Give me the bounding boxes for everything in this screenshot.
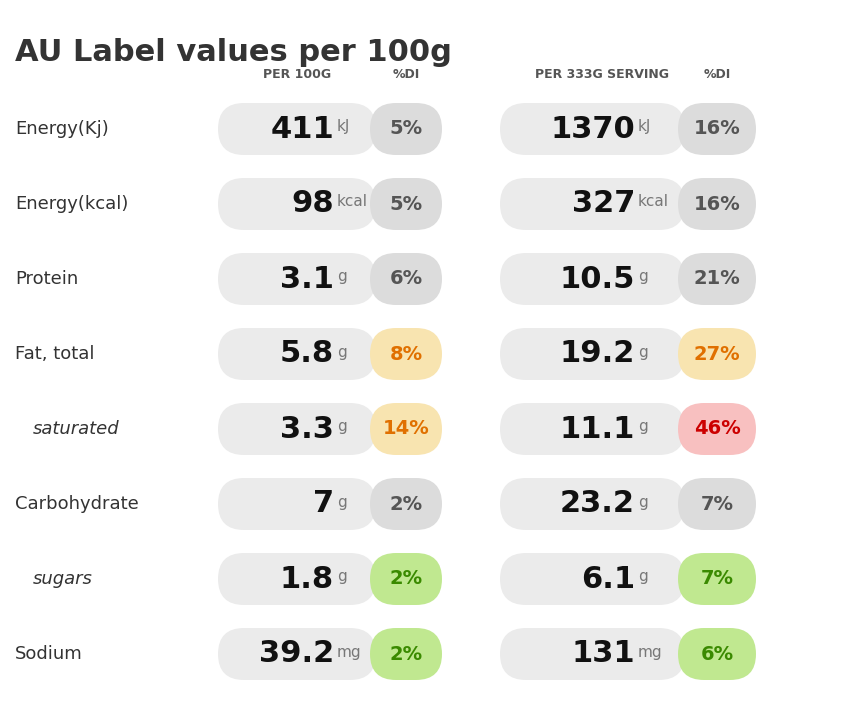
Text: g: g	[638, 420, 648, 435]
FancyBboxPatch shape	[500, 103, 685, 155]
Text: 411: 411	[270, 114, 334, 144]
FancyBboxPatch shape	[370, 103, 442, 155]
Text: 11.1: 11.1	[560, 415, 635, 443]
Text: 8%: 8%	[390, 344, 422, 363]
Text: 46%: 46%	[694, 420, 740, 438]
FancyBboxPatch shape	[218, 328, 376, 380]
Text: 5.8: 5.8	[280, 339, 334, 368]
Text: 6%: 6%	[701, 645, 734, 663]
Text: AU Label values per 100g: AU Label values per 100g	[15, 38, 452, 67]
Text: 7%: 7%	[701, 570, 734, 588]
Text: 98: 98	[291, 189, 334, 218]
Text: Energy(kcal): Energy(kcal)	[15, 195, 129, 213]
Text: %DI: %DI	[703, 69, 731, 81]
Text: 2%: 2%	[390, 495, 422, 513]
Text: g: g	[337, 344, 346, 360]
Text: 21%: 21%	[694, 269, 740, 288]
Text: 14%: 14%	[383, 420, 429, 438]
FancyBboxPatch shape	[370, 628, 442, 680]
FancyBboxPatch shape	[678, 553, 756, 605]
FancyBboxPatch shape	[370, 328, 442, 380]
Text: 7%: 7%	[701, 495, 734, 513]
Text: 1370: 1370	[550, 114, 635, 144]
Text: Carbohydrate: Carbohydrate	[15, 495, 139, 513]
FancyBboxPatch shape	[218, 553, 376, 605]
Text: g: g	[337, 269, 346, 284]
Text: g: g	[337, 570, 346, 585]
Text: 3.3: 3.3	[280, 415, 334, 443]
Text: mg: mg	[638, 645, 663, 660]
Text: Sodium: Sodium	[15, 645, 83, 663]
FancyBboxPatch shape	[678, 328, 756, 380]
Text: kJ: kJ	[638, 119, 651, 134]
Text: 131: 131	[571, 640, 635, 668]
FancyBboxPatch shape	[678, 253, 756, 305]
FancyBboxPatch shape	[218, 628, 376, 680]
Text: sugars: sugars	[33, 570, 92, 588]
Text: g: g	[638, 495, 648, 510]
FancyBboxPatch shape	[218, 178, 376, 230]
FancyBboxPatch shape	[500, 328, 685, 380]
Text: 1.8: 1.8	[280, 565, 334, 593]
Text: 16%: 16%	[694, 119, 740, 139]
FancyBboxPatch shape	[678, 103, 756, 155]
Text: Energy(Kj): Energy(Kj)	[15, 120, 109, 138]
Text: PER 100G: PER 100G	[263, 69, 331, 81]
Text: mg: mg	[337, 645, 362, 660]
Text: 10.5: 10.5	[560, 264, 635, 293]
Text: kJ: kJ	[337, 119, 351, 134]
FancyBboxPatch shape	[500, 178, 685, 230]
FancyBboxPatch shape	[218, 403, 376, 455]
FancyBboxPatch shape	[678, 178, 756, 230]
Text: 3.1: 3.1	[280, 264, 334, 293]
FancyBboxPatch shape	[370, 553, 442, 605]
Text: g: g	[337, 495, 346, 510]
Text: g: g	[638, 344, 648, 360]
FancyBboxPatch shape	[500, 628, 685, 680]
FancyBboxPatch shape	[678, 628, 756, 680]
FancyBboxPatch shape	[370, 178, 442, 230]
Text: saturated: saturated	[33, 420, 119, 438]
Text: 2%: 2%	[390, 645, 422, 663]
Text: %DI: %DI	[392, 69, 420, 81]
Text: 2%: 2%	[390, 570, 422, 588]
FancyBboxPatch shape	[370, 403, 442, 455]
FancyBboxPatch shape	[218, 253, 376, 305]
Text: PER 333G SERVING: PER 333G SERVING	[535, 69, 669, 81]
Text: 5%: 5%	[390, 119, 422, 139]
FancyBboxPatch shape	[500, 403, 685, 455]
FancyBboxPatch shape	[678, 403, 756, 455]
Text: kcal: kcal	[337, 194, 368, 209]
Text: 5%: 5%	[390, 194, 422, 213]
Text: 27%: 27%	[694, 344, 740, 363]
Text: 23.2: 23.2	[560, 490, 635, 518]
Text: 327: 327	[572, 189, 635, 218]
FancyBboxPatch shape	[370, 253, 442, 305]
FancyBboxPatch shape	[678, 478, 756, 530]
FancyBboxPatch shape	[218, 478, 376, 530]
Text: 7: 7	[313, 490, 334, 518]
Text: g: g	[638, 269, 648, 284]
FancyBboxPatch shape	[500, 253, 685, 305]
FancyBboxPatch shape	[370, 478, 442, 530]
Text: kcal: kcal	[638, 194, 669, 209]
Text: 16%: 16%	[694, 194, 740, 213]
Text: 6%: 6%	[390, 269, 422, 288]
Text: 19.2: 19.2	[560, 339, 635, 368]
FancyBboxPatch shape	[500, 553, 685, 605]
FancyBboxPatch shape	[218, 103, 376, 155]
Text: Fat, total: Fat, total	[15, 345, 94, 363]
Text: g: g	[337, 420, 346, 435]
Text: Protein: Protein	[15, 270, 79, 288]
Text: 6.1: 6.1	[581, 565, 635, 593]
Text: 39.2: 39.2	[258, 640, 334, 668]
FancyBboxPatch shape	[500, 478, 685, 530]
Text: g: g	[638, 570, 648, 585]
